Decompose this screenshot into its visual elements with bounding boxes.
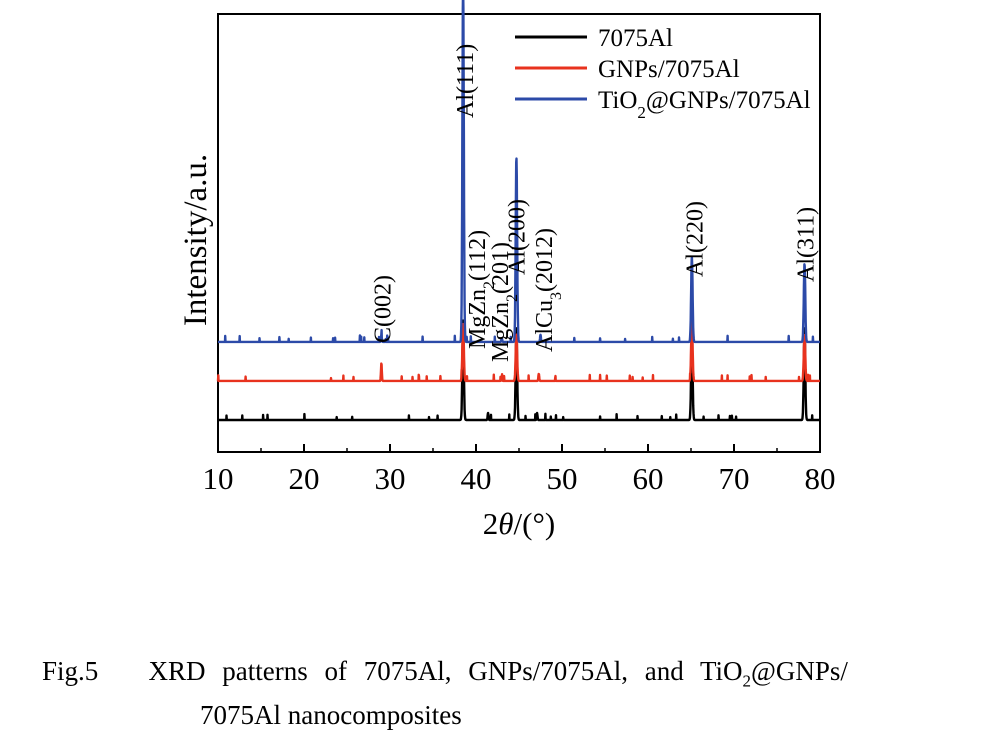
x-tick-label: 30	[375, 461, 406, 496]
series-line-0	[217, 319, 821, 422]
series-line-2	[217, 0, 821, 344]
figure-caption-line-1: Fig.5 XRD patterns of 7075Al, GNPs/7075A…	[42, 656, 848, 691]
peak-annotation: MgZn2(112)	[465, 230, 498, 349]
x-tick-label: 20	[289, 461, 320, 496]
y-axis-label: Intensity/a.u.	[178, 154, 214, 326]
peak-annotation: AlCu3(2012)	[532, 228, 565, 352]
x-tick-label: 40	[461, 461, 492, 496]
xrd-chart: 10 20 30 40 50 60 70 80 2θ/(°) Intensity/a.u. 7075…	[178, 0, 836, 541]
x-tick-label: 80	[805, 461, 836, 496]
x-tick-label: 60	[633, 461, 664, 496]
peak-annotation: C(002)	[370, 275, 396, 343]
series-line-1	[216, 319, 821, 383]
peak-annotation: Al(111)	[453, 44, 479, 118]
x-tick-label: 10	[203, 461, 234, 496]
figure-caption-line-2: 7075Al nanocomposites	[200, 700, 462, 730]
legend-label: 7075Al	[598, 25, 673, 52]
peak-annotation: Al(311)	[794, 207, 820, 282]
peak-annotation: Al(200)	[505, 199, 531, 275]
x-tick-label: 70	[719, 461, 750, 496]
peak-annotation: MgZn2(201)	[488, 242, 520, 362]
legend-label: GNPs/7075Al	[598, 56, 740, 83]
x-tick-label: 50	[547, 461, 578, 496]
legend-label: TiO2@GNPs/7075Al	[598, 87, 811, 122]
x-axis-label: 2θ/(°)	[483, 506, 555, 541]
peak-annotation: Al(220)	[683, 201, 709, 277]
